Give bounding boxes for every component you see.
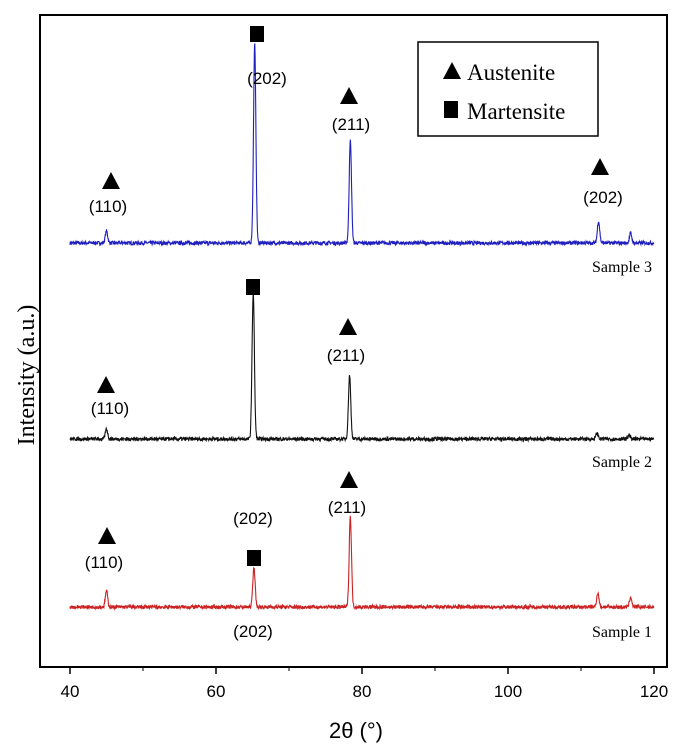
legend-martensite-marker (444, 101, 458, 118)
series-line-3 (69, 515, 655, 611)
peak-label: (110) (85, 553, 123, 572)
x-tick-label: 80 (353, 682, 372, 701)
x-tick-label: 60 (207, 682, 226, 701)
legend-austenite-marker (443, 62, 461, 79)
x-axis-label: 2θ (°) (329, 718, 383, 743)
series-name-label: Sample 3 (592, 259, 652, 276)
peak-label: (202) (583, 188, 623, 207)
austenite-marker (98, 527, 116, 544)
martensite-marker (247, 550, 261, 566)
austenite-marker (340, 471, 358, 488)
series-name-label: Sample 1 (592, 624, 652, 641)
martensite-marker (246, 279, 260, 295)
legend-martensite-label: Martensite (467, 99, 565, 124)
peak-label: (202) (247, 69, 287, 88)
legend-austenite-label: Austenite (467, 60, 555, 85)
x-tick-label: 100 (494, 682, 522, 701)
plot-frame (39, 14, 668, 668)
legend: Austenite Martensite (417, 41, 599, 137)
austenite-marker (97, 376, 115, 393)
peak-label: (202) (233, 622, 273, 641)
x-tick-label: 40 (61, 682, 80, 701)
peak-label: (211) (332, 115, 370, 134)
austenite-marker (339, 318, 357, 335)
y-axis-label: Intensity (a.u.) (14, 305, 40, 446)
x-tick-label: 120 (640, 682, 668, 701)
peak-label: (211) (328, 498, 366, 517)
annotation-layer: Sample 3 (110) (202) (211) (202) Sample 2 (110… (85, 26, 652, 641)
peak-label: (110) (89, 197, 127, 216)
peak-label: (211) (327, 346, 365, 365)
peak-label: (202) (233, 509, 273, 528)
x-axis: 40 60 80 100 120 (61, 667, 668, 701)
martensite-marker (250, 26, 264, 42)
legend-box (417, 41, 599, 137)
series-line-2 (69, 294, 655, 443)
austenite-marker (340, 87, 358, 104)
series-line-1 (69, 43, 655, 247)
austenite-marker (102, 172, 120, 189)
series-layer (69, 43, 655, 611)
austenite-marker (591, 158, 609, 175)
peak-label: (110) (91, 399, 129, 418)
series-name-label: Sample 2 (592, 454, 652, 471)
